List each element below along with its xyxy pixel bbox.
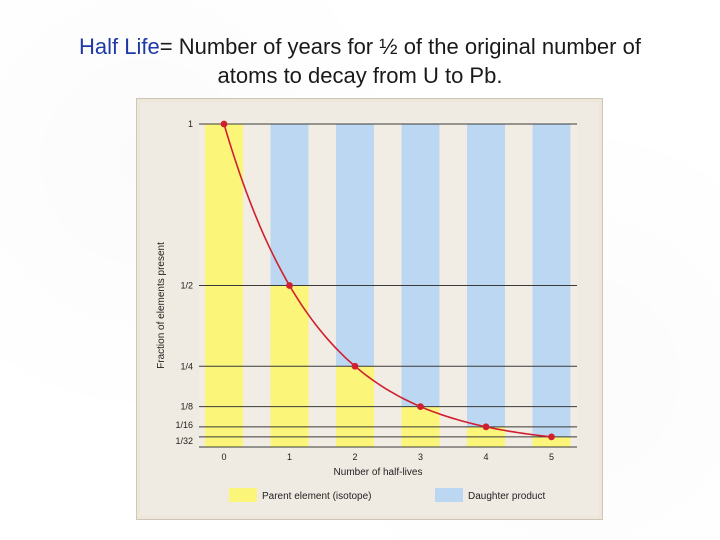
plot-area (199, 121, 577, 447)
gridlines (199, 121, 577, 447)
bar-daughter-4 (467, 124, 505, 427)
x-tick-label-5: 5 (549, 452, 554, 462)
title-highlight: Half Life (79, 34, 160, 59)
bar-daughter-3 (401, 124, 440, 407)
x-axis-title: Number of half-lives (334, 467, 423, 478)
y-axis-title: Fraction of elements present (156, 242, 167, 369)
half-life-figure: 1 1/2 1/4 1/8 1/16 1/32 0 1 2 3 4 5 Number of half-… (136, 98, 603, 520)
legend: Parent element (isotope) Daughter produc… (229, 488, 545, 502)
x-tick-label-4: 4 (483, 452, 488, 462)
y-tick-label-0: 1 (188, 119, 193, 129)
curve-point-3 (417, 403, 424, 411)
curve-point-5 (548, 433, 555, 441)
y-tick-label-4: 1/16 (175, 420, 193, 430)
decay-curve-line (223, 123, 552, 438)
bar-parent-5 (532, 436, 571, 447)
curve-point-1 (286, 282, 293, 289)
tick-labels: 1 1/2 1/4 1/8 1/16 1/32 0 1 2 3 4 5 (175, 119, 554, 462)
x-tick-label-0: 0 (221, 452, 226, 462)
y-tick-label-5: 1/32 (175, 436, 193, 446)
y-tick-label-3: 1/8 (180, 402, 193, 412)
legend-label-parent: Parent element (isotope) (262, 491, 372, 502)
legend-label-daughter: Daughter product (468, 491, 545, 502)
y-tick-label-2: 1/4 (180, 361, 193, 371)
title-line-2: atoms to decay from U to Pb. (217, 63, 503, 88)
slide-title: Half Life= Number of years for ½ of the … (0, 32, 720, 90)
bar-daughter-5 (532, 124, 571, 437)
half-life-chart: 1 1/2 1/4 1/8 1/16 1/32 0 1 2 3 4 5 Number of half-… (156, 119, 577, 502)
bar-daughter-2 (336, 124, 374, 367)
title-line-1: = Number of years for ½ of the original … (159, 34, 641, 59)
curve-point-4 (482, 423, 490, 431)
legend-swatch-daughter (435, 488, 463, 502)
curve-point-2 (351, 362, 359, 370)
horizontal-gridlines (199, 123, 577, 448)
x-tick-label-3: 3 (418, 452, 423, 462)
bar-daughter-1 (270, 124, 309, 286)
decay-curve (220, 120, 555, 441)
legend-swatch-parent (229, 488, 257, 502)
y-tick-label-1: 1/2 (180, 281, 193, 291)
curve-point-0 (220, 120, 228, 128)
x-tick-label-2: 2 (352, 452, 357, 462)
x-tick-label-1: 1 (287, 452, 292, 462)
